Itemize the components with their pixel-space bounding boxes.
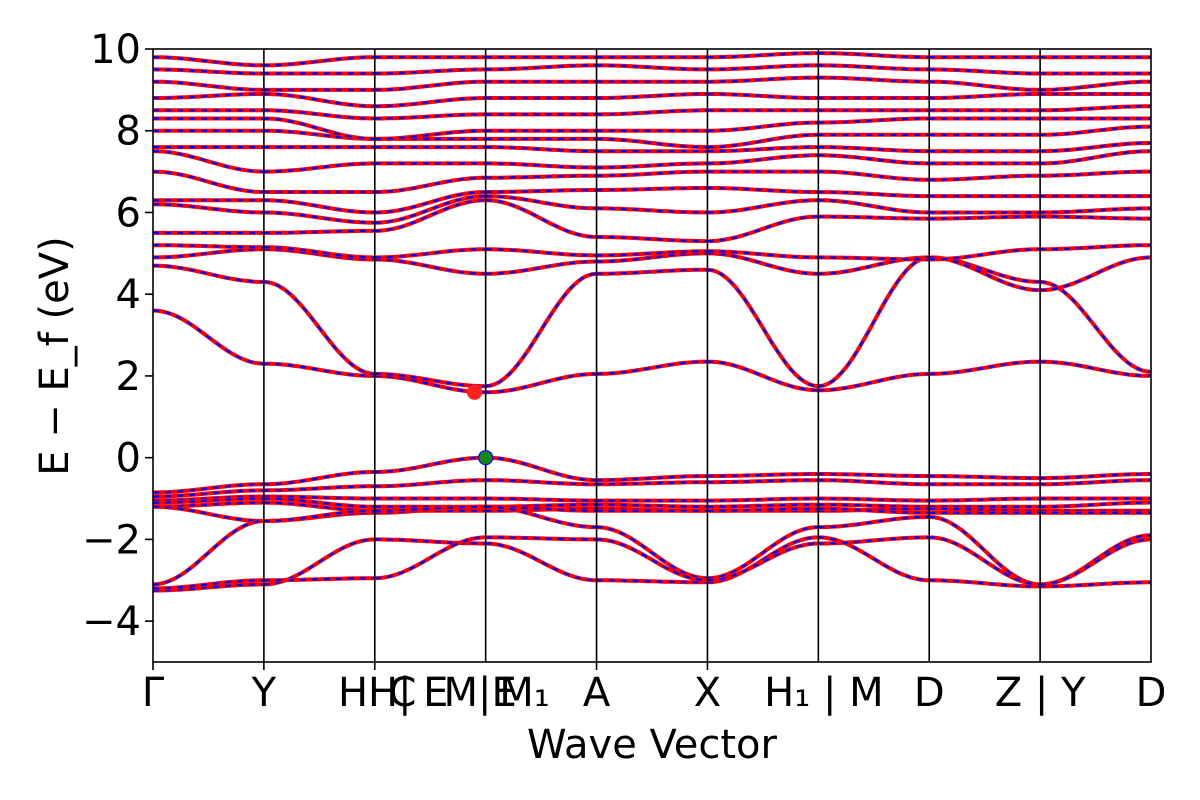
x-tick-label: H₁ | M xyxy=(764,670,884,716)
band-line-red xyxy=(153,494,1151,503)
high-symmetry-lines xyxy=(263,49,1041,662)
band-line-red xyxy=(153,124,1151,150)
band-line-red xyxy=(153,308,1151,395)
band-line-red xyxy=(153,194,1151,225)
band-line-blue xyxy=(153,199,1151,243)
band-line-red xyxy=(153,496,1151,509)
x-tick-label: C xyxy=(389,670,417,716)
band-line-red xyxy=(153,243,1151,262)
band-line-red xyxy=(153,116,1151,141)
vbm-marker xyxy=(478,450,494,466)
x-tick-label: D xyxy=(1136,670,1167,716)
x-axis-label: Wave Vector xyxy=(527,722,778,768)
y-tick-label: 2 xyxy=(116,354,141,400)
x-tick-label: X xyxy=(694,670,721,716)
band-line-red xyxy=(153,185,1151,215)
band-line-red xyxy=(153,104,1151,121)
band-line-blue xyxy=(153,456,1151,494)
x-tick-label: Z | Y xyxy=(995,670,1086,716)
band-line-red xyxy=(153,247,1151,293)
y-axis-label: E − E_f (eV) xyxy=(32,236,78,475)
band-line-red xyxy=(153,63,1151,76)
band-line-blue xyxy=(153,248,1151,292)
x-axis-ticks: Γ Y HH|C EM|EM₁ A X H₁ | M D Z | Y D xyxy=(142,662,1167,716)
y-axis-ticks: −4 −2 0 2 4 6 8 10 xyxy=(82,27,153,645)
band-line-red xyxy=(153,169,1151,194)
plot-frame xyxy=(152,48,1152,663)
band-line-blue xyxy=(153,309,1151,394)
x-tick-label: M|E xyxy=(443,670,516,716)
x-tick-label: Γ xyxy=(142,670,165,716)
band-line-red xyxy=(153,75,1151,92)
y-tick-label: 6 xyxy=(116,190,141,236)
extrema-markers xyxy=(466,384,494,466)
band-line-red xyxy=(153,141,1151,154)
x-tick-label: Y xyxy=(251,670,277,716)
y-tick-label: 4 xyxy=(116,272,141,318)
y-tick-label: 10 xyxy=(90,27,141,73)
band-line-blue xyxy=(153,536,1151,590)
cbm-marker xyxy=(466,384,483,400)
x-tick-label: HH| xyxy=(338,670,412,716)
bands-layer xyxy=(153,51,1151,593)
x-tick-label: D xyxy=(914,670,945,716)
band-line-red xyxy=(153,478,1151,499)
x-tick-label: A xyxy=(583,670,611,716)
band-line-red xyxy=(153,51,1151,68)
y-tick-label: −4 xyxy=(82,599,141,645)
band-line-blue xyxy=(153,256,1151,388)
band-line-red xyxy=(153,455,1151,495)
x-tick-label: M₁ xyxy=(499,670,550,716)
y-tick-label: −2 xyxy=(82,517,141,563)
y-tick-label: 0 xyxy=(116,436,141,482)
y-tick-label: 8 xyxy=(116,109,141,155)
band-line-red xyxy=(153,198,1151,244)
band-line-red xyxy=(153,149,1151,174)
x-tick-label: E xyxy=(423,670,448,716)
band-line-red xyxy=(153,92,1151,109)
